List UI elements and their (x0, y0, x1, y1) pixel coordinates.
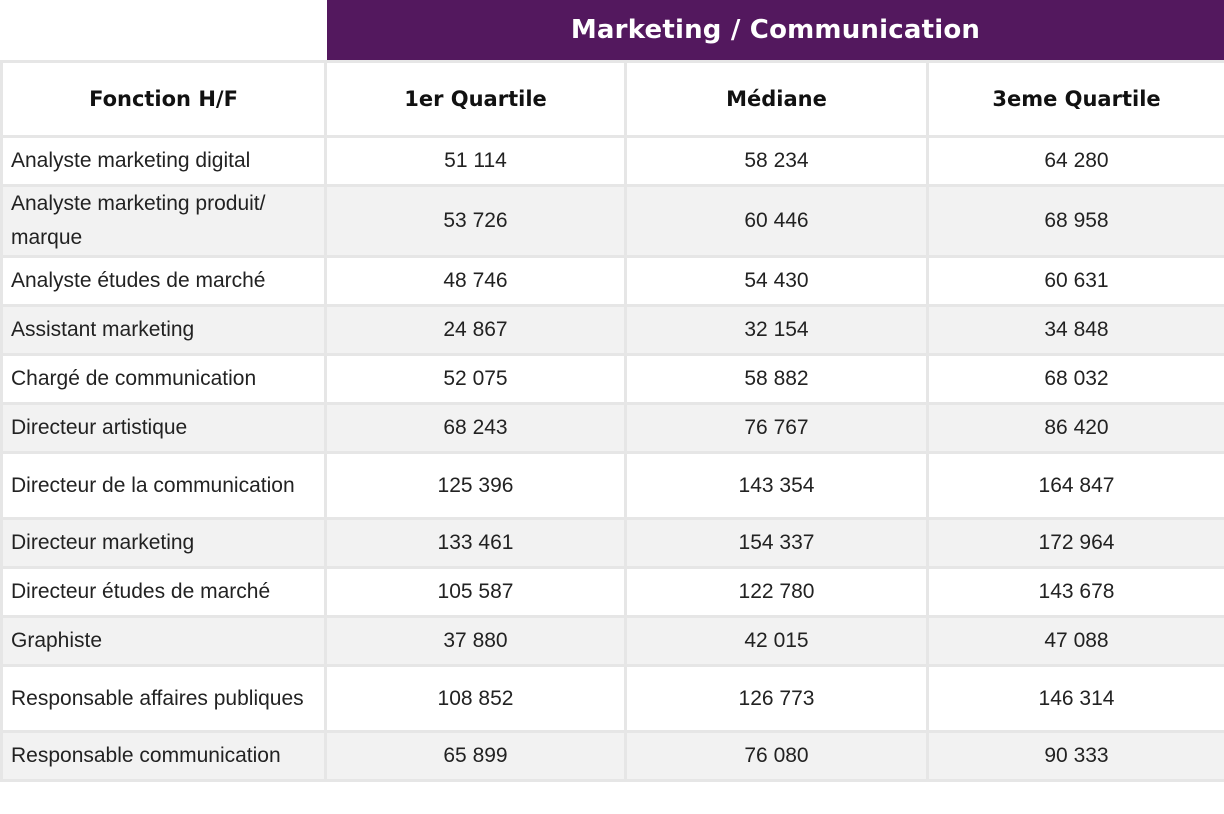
third-quartile-cell: 34 848 (926, 304, 1224, 356)
median-cell: 32 154 (624, 304, 929, 356)
first-quartile-cell: 51 114 (324, 135, 627, 187)
median-cell: 126 773 (624, 664, 929, 733)
median-cell: 58 882 (624, 353, 929, 405)
table-row: Directeur marketing 133 461 154 337 172 … (0, 517, 1224, 569)
function-cell: Directeur de la communication (0, 451, 327, 520)
function-cell: Chargé de communication (0, 353, 327, 405)
first-quartile-cell: 125 396 (324, 451, 627, 520)
banner-row: Marketing / Communication (0, 0, 1224, 60)
first-quartile-cell: 24 867 (324, 304, 627, 356)
table-row: Assistant marketing 24 867 32 154 34 848 (0, 304, 1224, 356)
table-row: Directeur artistique 68 243 76 767 86 42… (0, 402, 1224, 454)
header-third-quartile: 3eme Quartile (926, 60, 1224, 138)
median-cell: 58 234 (624, 135, 929, 187)
first-quartile-cell: 133 461 (324, 517, 627, 569)
table-body: Analyste marketing digital 51 114 58 234… (0, 135, 1224, 782)
table-row: Analyste marketing produit/ marque 53 72… (0, 184, 1224, 258)
third-quartile-cell: 86 420 (926, 402, 1224, 454)
median-cell: 76 767 (624, 402, 929, 454)
third-quartile-cell: 90 333 (926, 730, 1224, 782)
table-row: Responsable affaires publiques 108 852 1… (0, 664, 1224, 733)
third-quartile-cell: 68 958 (926, 184, 1224, 258)
median-cell: 143 354 (624, 451, 929, 520)
table-row: Analyste études de marché 48 746 54 430 … (0, 255, 1224, 307)
first-quartile-cell: 52 075 (324, 353, 627, 405)
median-cell: 154 337 (624, 517, 929, 569)
function-cell: Assistant marketing (0, 304, 327, 356)
function-cell: Graphiste (0, 615, 327, 667)
first-quartile-cell: 108 852 (324, 664, 627, 733)
function-cell: Directeur artistique (0, 402, 327, 454)
third-quartile-cell: 172 964 (926, 517, 1224, 569)
first-quartile-cell: 48 746 (324, 255, 627, 307)
header-first-quartile: 1er Quartile (324, 60, 627, 138)
third-quartile-cell: 64 280 (926, 135, 1224, 187)
function-cell: Directeur marketing (0, 517, 327, 569)
table-row: Responsable communication 65 899 76 080 … (0, 730, 1224, 782)
third-quartile-cell: 146 314 (926, 664, 1224, 733)
banner-spacer (0, 0, 326, 60)
table-row: Analyste marketing digital 51 114 58 234… (0, 135, 1224, 187)
first-quartile-cell: 53 726 (324, 184, 627, 258)
first-quartile-cell: 68 243 (324, 402, 627, 454)
function-cell: Responsable affaires publiques (0, 664, 327, 733)
third-quartile-cell: 60 631 (926, 255, 1224, 307)
median-cell: 42 015 (624, 615, 929, 667)
salary-table: Fonction H/F 1er Quartile Médiane 3eme Q… (0, 60, 1224, 782)
header-function: Fonction H/F (0, 60, 327, 138)
table-row: Directeur études de marché 105 587 122 7… (0, 566, 1224, 618)
function-cell: Directeur études de marché (0, 566, 327, 618)
function-cell: Analyste marketing digital (0, 135, 327, 187)
median-cell: 54 430 (624, 255, 929, 307)
median-cell: 76 080 (624, 730, 929, 782)
function-cell: Responsable communication (0, 730, 327, 782)
table-row: Directeur de la communication 125 396 14… (0, 451, 1224, 520)
table-header: Fonction H/F 1er Quartile Médiane 3eme Q… (0, 60, 1224, 138)
first-quartile-cell: 65 899 (324, 730, 627, 782)
median-cell: 60 446 (624, 184, 929, 258)
header-row: Fonction H/F 1er Quartile Médiane 3eme Q… (0, 60, 1224, 138)
table-row: Chargé de communication 52 075 58 882 68… (0, 353, 1224, 405)
function-cell: Analyste marketing produit/ marque (0, 184, 327, 258)
header-median: Médiane (624, 60, 929, 138)
first-quartile-cell: 37 880 (324, 615, 627, 667)
third-quartile-cell: 47 088 (926, 615, 1224, 667)
function-cell: Analyste études de marché (0, 255, 327, 307)
median-cell: 122 780 (624, 566, 929, 618)
category-banner: Marketing / Communication (327, 0, 1224, 60)
third-quartile-cell: 68 032 (926, 353, 1224, 405)
first-quartile-cell: 105 587 (324, 566, 627, 618)
third-quartile-cell: 143 678 (926, 566, 1224, 618)
table-row: Graphiste 37 880 42 015 47 088 (0, 615, 1224, 667)
third-quartile-cell: 164 847 (926, 451, 1224, 520)
